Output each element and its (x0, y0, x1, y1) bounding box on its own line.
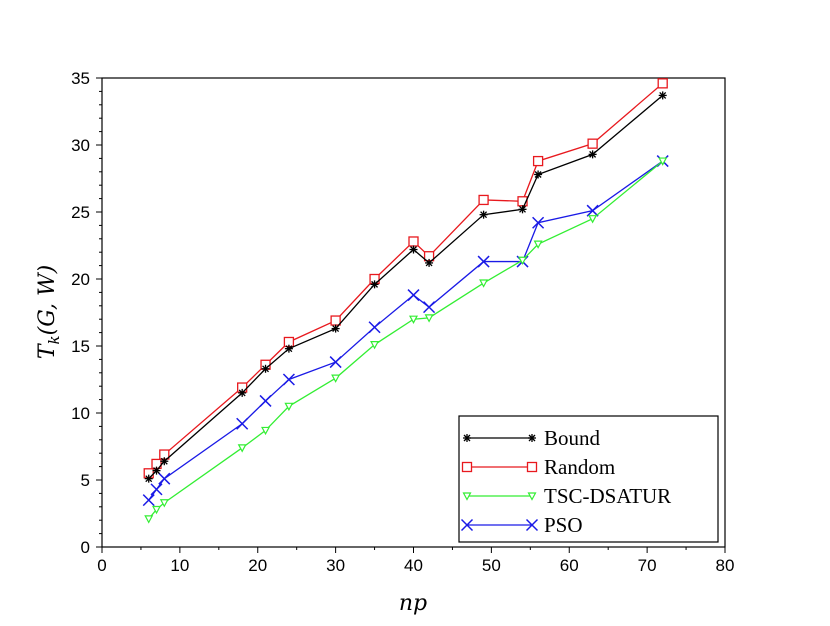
data-point (330, 315, 341, 326)
data-point (408, 236, 419, 247)
series-layer (142, 78, 669, 524)
data-point (237, 444, 247, 453)
data-point (533, 240, 543, 249)
series-pso (142, 155, 669, 507)
data-point (586, 204, 599, 217)
y-tick-label: 15 (71, 337, 90, 356)
data-point (518, 256, 528, 266)
series-random (143, 78, 668, 479)
legend-label: PSO (544, 513, 583, 537)
legend: Bound Random TSC-DSATUR PSO (458, 415, 719, 543)
data-point (144, 515, 154, 524)
y-tick-label: 5 (81, 471, 90, 490)
y-axis-label: Tk(G, W) (35, 265, 63, 359)
legend-label: Bound (544, 426, 601, 450)
y-axis-label-sub: k (45, 335, 63, 344)
y-axis-label-args: (G, W) (35, 265, 60, 336)
data-point (144, 474, 153, 483)
data-point (261, 364, 270, 373)
data-point (331, 374, 341, 383)
data-point (150, 483, 163, 496)
data-point (478, 194, 489, 206)
data-point (142, 494, 155, 507)
data-point (370, 341, 380, 350)
legend-item: Bound (463, 426, 601, 450)
data-point (479, 210, 488, 219)
data-point (368, 321, 381, 334)
data-point (370, 280, 379, 289)
data-point (409, 245, 418, 254)
x-tick-label: 70 (638, 556, 657, 575)
data-point (238, 388, 247, 397)
data-point (152, 466, 161, 475)
legend-marker (460, 518, 474, 532)
data-point (408, 315, 419, 324)
x-tick-label: 50 (482, 556, 501, 575)
legend-item: Random (461, 455, 615, 479)
data-point (152, 505, 162, 515)
data-point (658, 91, 667, 100)
legend-marker (461, 461, 473, 473)
y-tick-label: 0 (81, 538, 90, 557)
data-point (331, 324, 340, 333)
data-point (259, 394, 272, 407)
x-tick-label: 20 (248, 556, 267, 575)
data-point (587, 138, 598, 149)
legend-label: TSC-DSATUR (544, 484, 671, 508)
data-point (159, 499, 169, 508)
data-point (479, 279, 489, 288)
y-tick-label: 35 (71, 69, 90, 88)
legend-marker (525, 518, 539, 532)
data-point (588, 215, 598, 224)
y-axis-label-base: T (35, 342, 60, 359)
data-point (657, 78, 668, 89)
data-point (284, 402, 294, 412)
data-point (658, 157, 668, 166)
legend-marker (526, 461, 538, 473)
data-point (160, 457, 169, 466)
data-point (282, 373, 295, 386)
legend-label: Random (544, 455, 615, 479)
data-point (534, 170, 543, 179)
data-point (532, 216, 545, 229)
legend-item: PSO (460, 513, 583, 537)
x-tick-label: 0 (97, 556, 106, 575)
data-point (261, 426, 271, 436)
y-tick-label: 10 (71, 404, 90, 423)
data-point (284, 344, 293, 353)
x-axis-label: np (399, 591, 427, 616)
y-tick-label: 30 (71, 136, 90, 155)
legend-marker (463, 434, 471, 442)
legend-marker (527, 492, 537, 501)
data-point (407, 289, 420, 302)
x-tick-label: 10 (170, 556, 189, 575)
data-point (158, 472, 171, 485)
axes: 0 10 20 30 40 50 60 70 80 0 5 10 15 20 25 30 35 (71, 69, 734, 575)
legend-item: TSC-DSATUR (462, 484, 671, 508)
series-tsc-dsatur (144, 157, 668, 524)
x-tick-label: 80 (716, 556, 735, 575)
data-point (236, 417, 249, 430)
data-point (423, 301, 436, 314)
legend-marker (528, 434, 536, 442)
data-point (424, 314, 434, 323)
data-point (518, 205, 527, 214)
data-point (329, 356, 342, 369)
data-point (588, 150, 597, 159)
x-tick-label: 30 (326, 556, 345, 575)
data-point (425, 258, 434, 267)
y-tick-label: 25 (71, 203, 90, 222)
legend-box (458, 415, 719, 543)
x-tick-label: 40 (404, 556, 423, 575)
data-point (477, 255, 490, 268)
x-tick-label: 60 (560, 556, 579, 575)
series-bound (144, 91, 667, 483)
svg-text:Tk(G, W): Tk(G, W) (35, 265, 63, 359)
data-point (532, 155, 544, 167)
legend-marker (462, 492, 472, 501)
y-tick-label: 20 (71, 270, 90, 289)
